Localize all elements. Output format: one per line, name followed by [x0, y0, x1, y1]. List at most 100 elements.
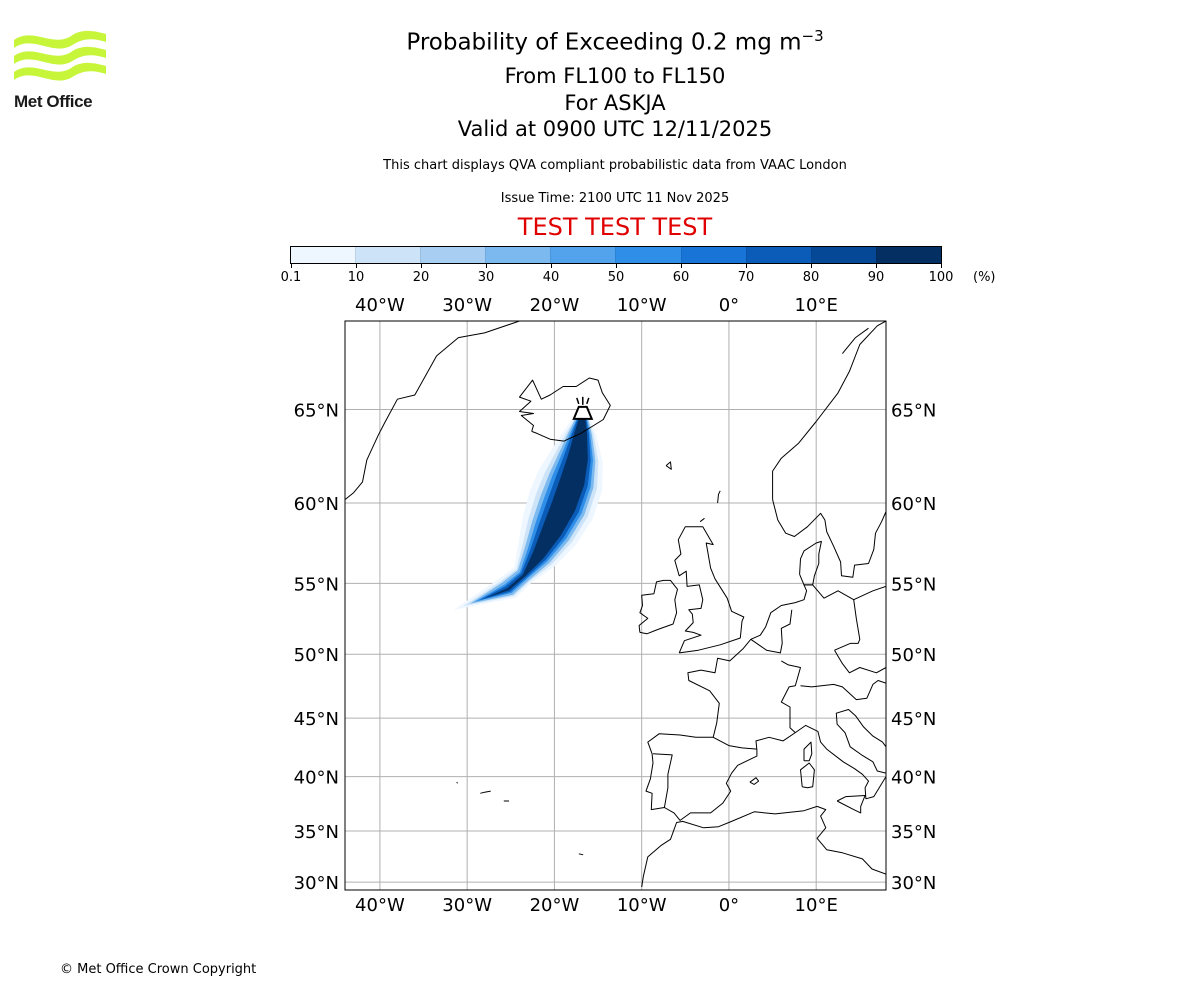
coastline-continent [687, 584, 886, 738]
volcano-plume-stroke [586, 397, 590, 405]
latitude-label: 65°N [891, 400, 936, 421]
chart-subtitle-block: From FL100 to FL150 For ASKJA Valid at 0… [0, 63, 1200, 143]
colorbar-swatch [420, 247, 486, 263]
volcano-icon [572, 405, 594, 420]
latitude-label: 40°N [294, 768, 339, 789]
colorbar-tickmark [746, 264, 747, 268]
coastline-med-fr-it [835, 709, 886, 774]
colorbar-swatch [875, 247, 941, 263]
latitude-label: 35°N [891, 822, 936, 843]
coastlines [345, 321, 886, 888]
colorbar-tick-label: 90 [867, 270, 885, 285]
colorbar-swatches [290, 246, 942, 264]
ash-probability-plume [453, 409, 603, 610]
colorbar-tick-label: 50 [607, 270, 625, 285]
longitude-label: 40°W [355, 295, 405, 316]
logo-text: Met Office [14, 92, 93, 111]
chart-title-exponent: −3 [801, 27, 824, 45]
graticule [345, 321, 886, 890]
colorbar-tick-label: 20 [412, 270, 430, 285]
map-frame [344, 320, 887, 891]
colorbar-tickmark [811, 264, 812, 268]
colorbar-swatch [615, 247, 681, 263]
coastline-italy-w [645, 724, 886, 821]
valid-time: Valid at 0900 UTC 12/11/2025 [457, 117, 773, 141]
colorbar-swatch [355, 247, 421, 263]
colorbar-tickmark [876, 264, 877, 268]
colorbar-swatch [745, 247, 811, 263]
colorbar-unit: (%) [973, 270, 996, 285]
longitude-label: 30°W [442, 295, 492, 316]
colorbar-tick-label: 80 [802, 270, 820, 285]
colorbar-tick-label: 60 [672, 270, 690, 285]
test-banner: TEST TEST TEST [517, 213, 713, 241]
coastline-ireland [638, 579, 678, 635]
coastline-inland-border2 [780, 660, 801, 733]
latitude-label: 45°N [891, 709, 936, 730]
plume-probability-band [485, 409, 588, 598]
coastline-inland-border5 [834, 649, 886, 674]
coastline-south-norway [772, 499, 826, 537]
copyright: © Met Office Crown Copyright [60, 962, 257, 977]
coastline-iceland [519, 377, 611, 442]
latitude-label: 45°N [294, 709, 339, 730]
chart-title: Probability of Exceeding 0.2 mg m−3 [0, 27, 1200, 56]
colorbar-tickmark [616, 264, 617, 268]
met-office-logo-icon [14, 30, 106, 81]
volcano-name-line: For ASKJA [564, 90, 666, 115]
longitude-label: 10°W [617, 295, 667, 316]
coastline-corsica [803, 741, 813, 762]
coastline-greenland [345, 321, 520, 500]
colorbar-tick-label: 10 [347, 270, 365, 285]
latitude-label: 50°N [891, 645, 936, 666]
colorbar-tickmark [551, 264, 552, 268]
chart-title-text: Probability of Exceeding 0.2 mg m [406, 29, 802, 56]
colorbar: 0.1 10 20 30 40 50 60 70 80 90 100 [281, 246, 953, 285]
coastline-madeira [578, 853, 584, 856]
data-source-note: This chart displays QVA compliant probab… [383, 158, 847, 173]
colorbar-tick-label: 30 [477, 270, 495, 285]
longitude-label: 0° [719, 295, 739, 316]
colorbar-tickmark [681, 264, 682, 268]
colorbar-tick-label: 0.1 [280, 270, 302, 285]
colorbar-swatch [680, 247, 746, 263]
coastline-sweden [824, 503, 886, 578]
colorbar-tick-label: 40 [542, 270, 560, 285]
latitude-label: 50°N [294, 645, 339, 666]
coastline-inland-border3 [750, 609, 793, 654]
volcano-marker [572, 396, 594, 420]
longitude-label: 0° [719, 895, 739, 916]
longitude-label: 40°W [355, 895, 405, 916]
latitude-label: 30°N [891, 873, 936, 894]
axis-labels: 40°W 40°W 30°W 30°W 20°W 20°W 10°W 10°W 0° 0° 10°E… [294, 295, 937, 916]
coastline-orkney [699, 517, 705, 523]
latitude-label: 35°N [294, 822, 339, 843]
colorbar-swatch [810, 247, 876, 263]
coastline-faroe [665, 461, 672, 470]
longitude-label: 10°E [795, 895, 838, 916]
longitude-label: 30°W [442, 895, 492, 916]
longitude-label: 20°W [530, 295, 580, 316]
longitude-label: 10°W [617, 895, 667, 916]
colorbar-tickmark [421, 264, 422, 268]
coastline-azores2 [480, 790, 491, 794]
latitude-label: 65°N [294, 400, 339, 421]
colorbar-tickmark [356, 264, 357, 268]
coastline-norway [772, 321, 886, 500]
colorbar-swatch [291, 247, 356, 263]
latitude-label: 60°N [294, 494, 339, 515]
logo-waves [14, 30, 106, 81]
volcano-plume-stroke [576, 397, 580, 405]
colorbar-tickmark [941, 264, 942, 268]
latitude-label: 55°N [891, 574, 936, 595]
longitude-label: 10°E [795, 295, 838, 316]
colorbar-tick-label: 100 [928, 270, 954, 285]
coastline-sardinia [800, 762, 815, 789]
coastline-pyrenees [712, 736, 757, 750]
colorbar-tickmark [291, 264, 292, 268]
colorbar-tickmark [486, 264, 487, 268]
coastline-sicily [836, 795, 866, 814]
longitude-label: 20°W [530, 895, 580, 916]
coastline-africa [641, 805, 886, 888]
